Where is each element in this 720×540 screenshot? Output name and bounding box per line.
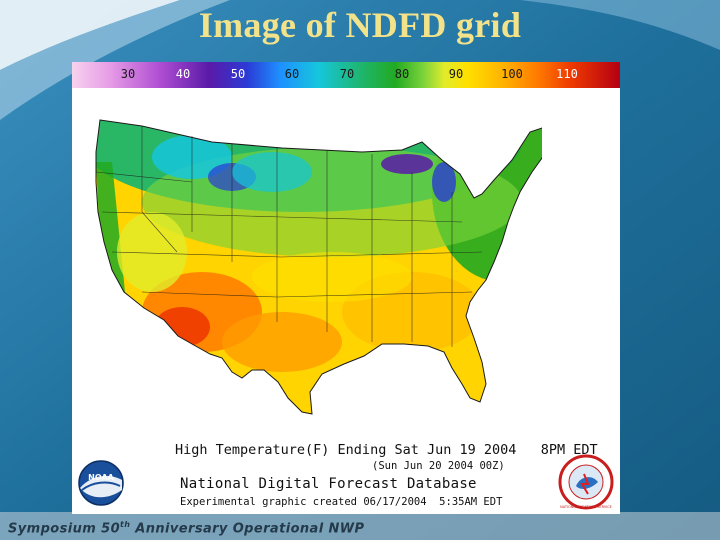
legend-label-100: 100 (501, 67, 523, 81)
map-caption-sub: (Sun Jun 20 2004 00Z) (372, 460, 505, 472)
noaa-logo-text: NOAA (88, 473, 114, 482)
map-caption-experimental: Experimental graphic created 06/17/2004 … (180, 496, 503, 508)
legend-label-80: 80 (394, 67, 410, 81)
legend-label-70: 70 (339, 67, 355, 81)
legend-label-90: 90 (448, 67, 464, 81)
footer-superscript: th (120, 520, 131, 529)
us-temperature-map (95, 119, 542, 415)
noaa-logo: NOAA (78, 460, 124, 506)
legend-label-30: 30 (120, 67, 136, 81)
legend-label-110: 110 (556, 67, 578, 81)
nws-logo: NATIONAL WEATHER SERVICE (558, 454, 614, 510)
ndfd-map-panel: 30 40 50 60 70 80 90 100 110 (72, 62, 620, 514)
slide-title: Image of NDFD grid (198, 5, 522, 45)
slide-footer: Symposium 50th Anniversary Operational N… (8, 520, 364, 536)
footer-prefix: Symposium 50 (8, 521, 121, 537)
temperature-legend: 30 40 50 60 70 80 90 100 110 (72, 62, 620, 88)
legend-label-50: 50 (230, 67, 246, 81)
legend-label-60: 60 (284, 67, 300, 81)
legend-label-40: 40 (175, 67, 191, 81)
map-caption-database: National Digital Forecast Database (180, 476, 477, 492)
map-caption-main: High Temperature(F) Ending Sat Jun 19 20… (175, 442, 598, 458)
footer-suffix: Anniversary Operational NWP (130, 521, 365, 537)
nws-logo-text: NATIONAL WEATHER SERVICE (560, 505, 612, 509)
